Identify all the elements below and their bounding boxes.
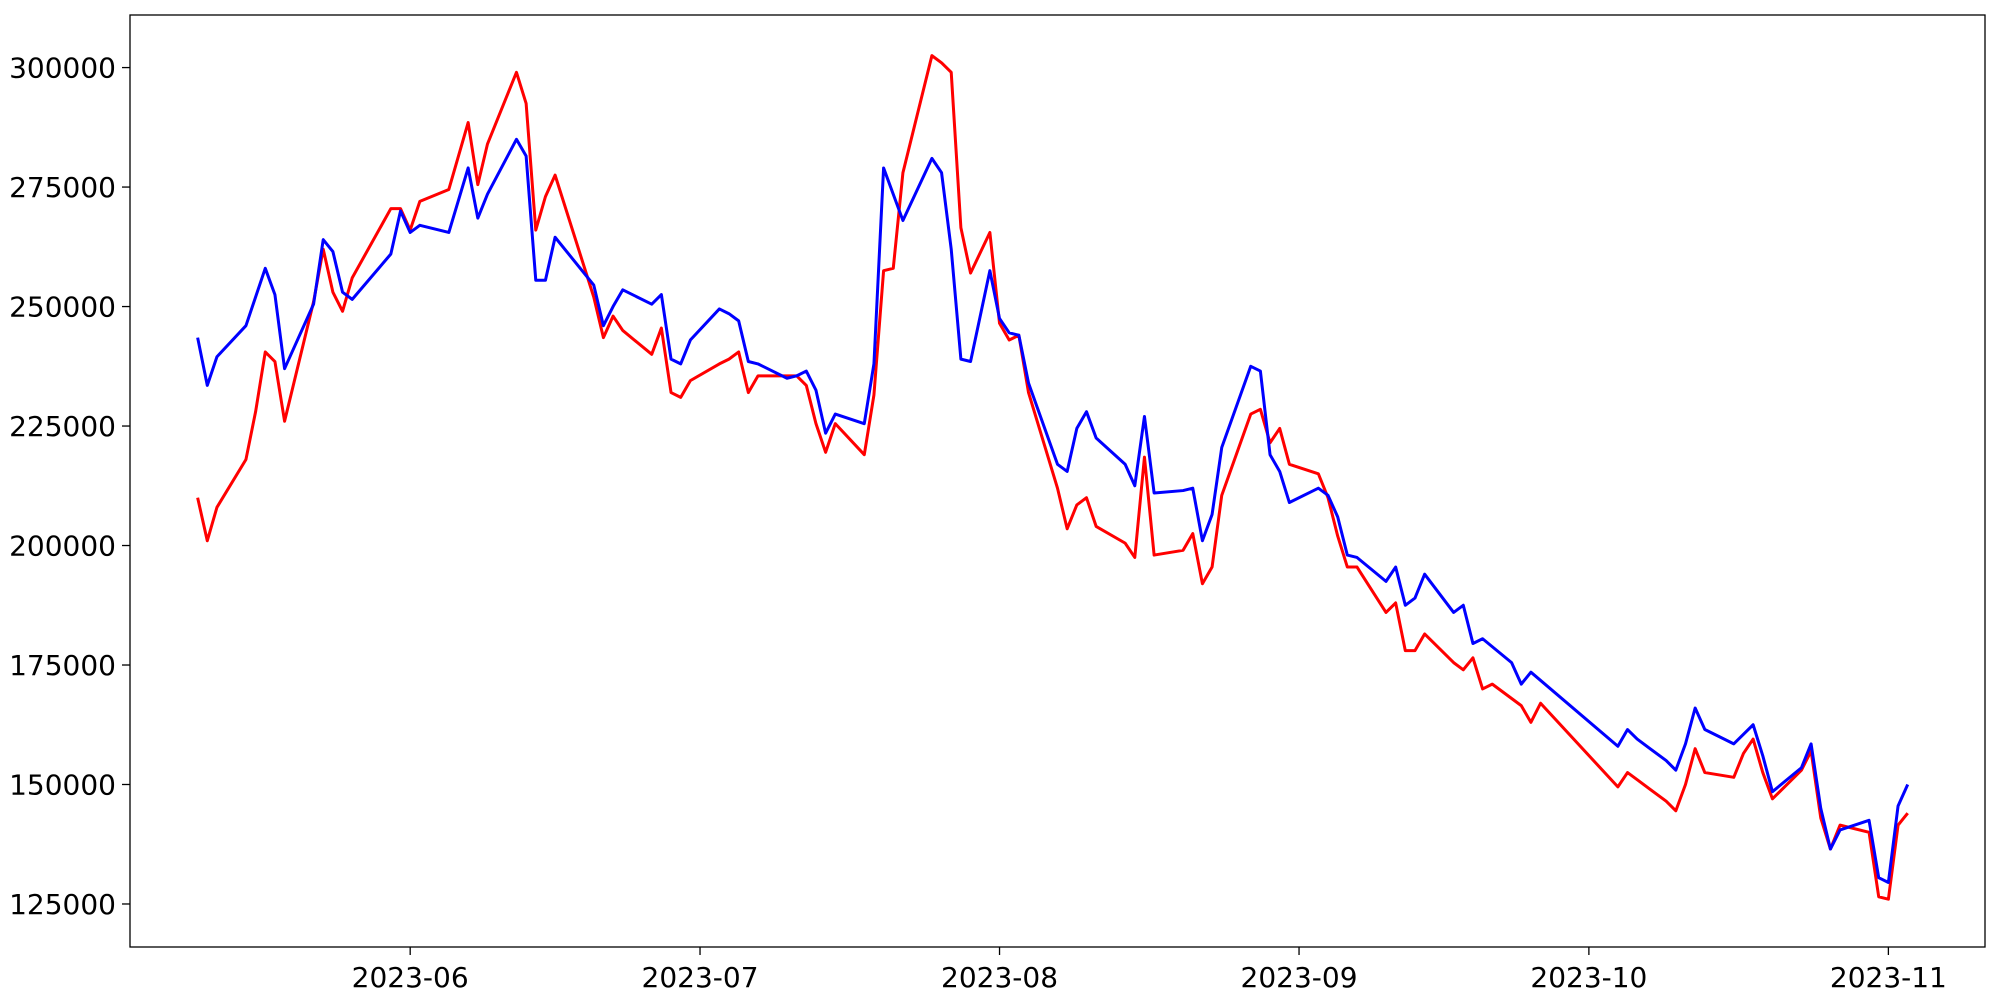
x-tick-label: 2023-06 xyxy=(352,961,469,994)
x-tick-label: 2023-08 xyxy=(941,961,1058,994)
y-axis: 125000 150000 175000 200000 225000 250000 2750… xyxy=(9,52,130,921)
series-line-2 xyxy=(196,137,1910,884)
series-line-1 xyxy=(196,54,1909,901)
plot-frame xyxy=(129,14,1986,948)
y-tick-label: 250000 xyxy=(9,291,116,324)
x-tick-label: 2023-07 xyxy=(642,961,759,994)
y-tick-label: 175000 xyxy=(9,649,116,682)
y-tick-label: 125000 xyxy=(9,888,116,921)
x-tick-label: 2023-11 xyxy=(1830,961,1947,994)
y-tick-label: 300000 xyxy=(9,52,116,85)
plot-series xyxy=(196,54,1910,901)
x-tick-label: 2023-09 xyxy=(1241,961,1358,994)
y-tick-label: 150000 xyxy=(9,768,116,801)
x-axis: 2023-06 2023-07 2023-08 2023-09 2023-10 2023-… xyxy=(352,947,1947,994)
y-tick-label: 225000 xyxy=(9,410,116,443)
y-tick-label: 200000 xyxy=(9,530,116,563)
x-tick-label: 2023-10 xyxy=(1530,961,1647,994)
y-tick-label: 275000 xyxy=(9,171,116,204)
